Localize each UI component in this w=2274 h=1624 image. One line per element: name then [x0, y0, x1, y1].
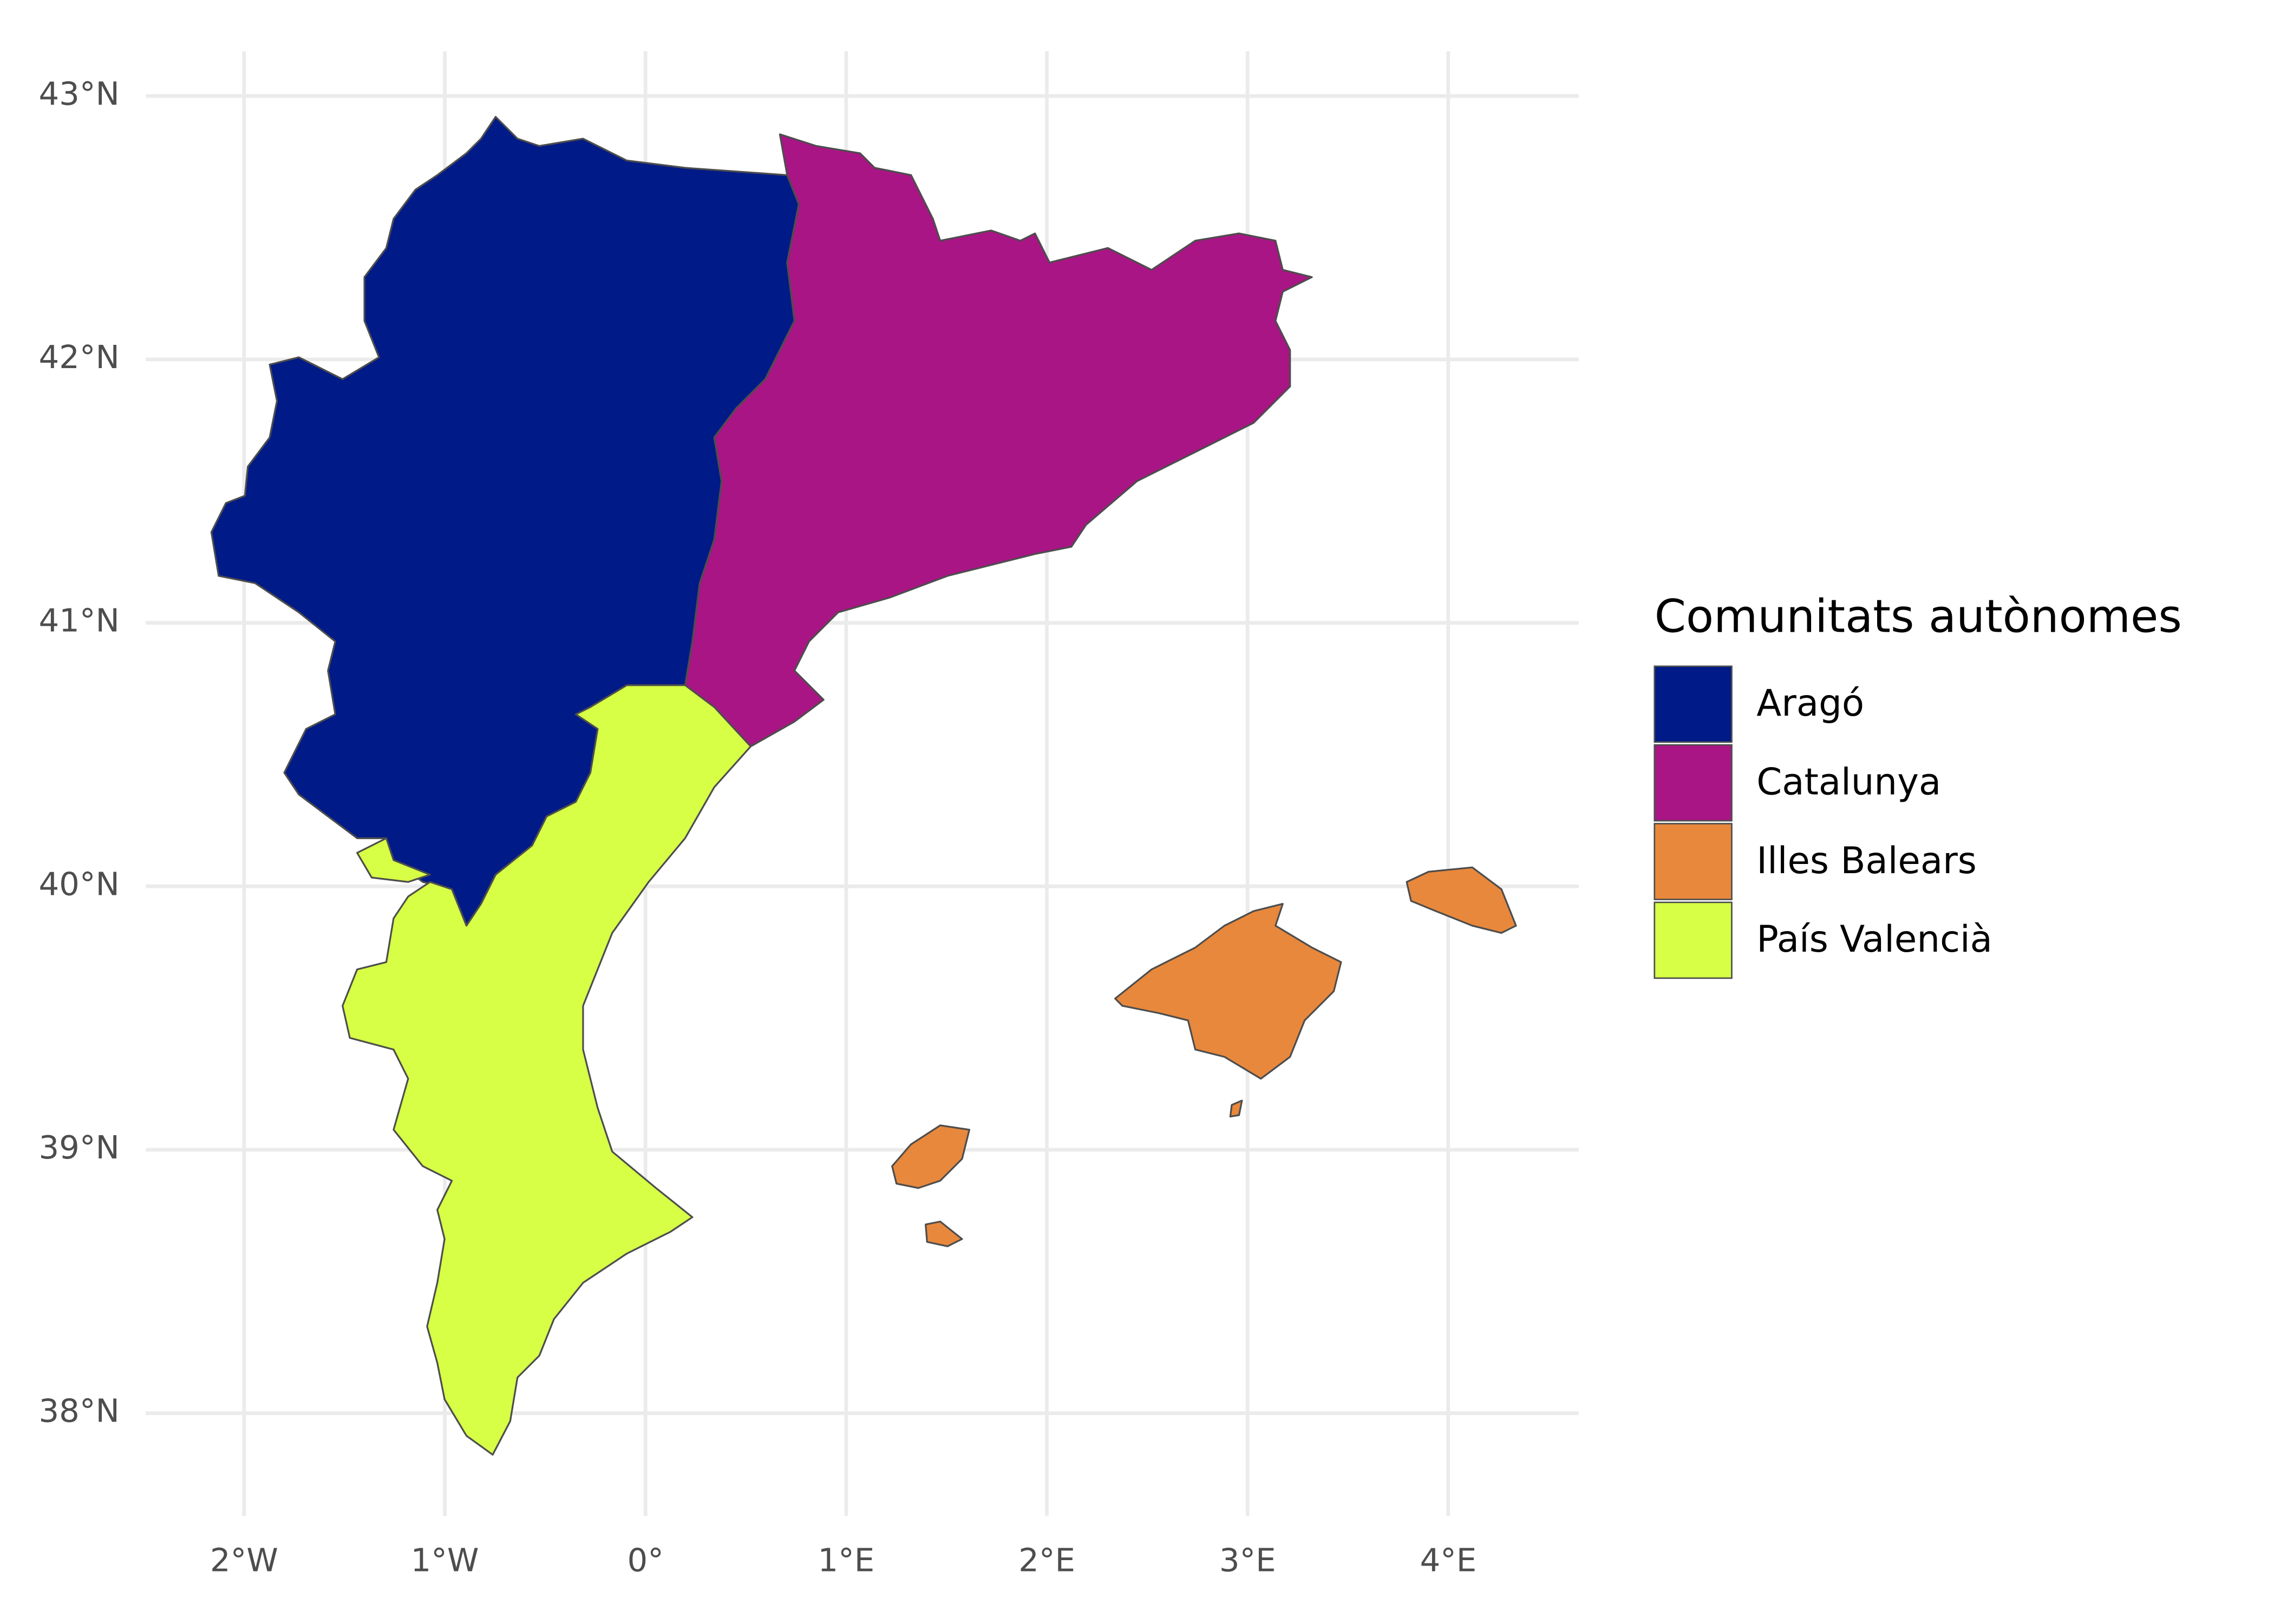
region: [210, 116, 800, 927]
region: [1229, 1099, 1243, 1118]
y-tick-label: 42°N: [39, 338, 120, 376]
region: [342, 684, 752, 1456]
legend-label: País Valencià: [1756, 918, 1992, 960]
region: [1114, 903, 1342, 1080]
legend-key: [1654, 823, 1733, 900]
legend-key: [1654, 665, 1733, 743]
x-tick-label: 4°E: [1420, 1542, 1476, 1579]
x-tick-label: 1°E: [818, 1542, 874, 1579]
region: [1406, 866, 1517, 934]
region: [891, 1124, 970, 1189]
legend-title: Comunitats autònomes: [1655, 591, 2182, 643]
legend-label: Catalunya: [1756, 761, 1941, 803]
y-tick-label: 43°N: [39, 75, 120, 112]
legend-label: Aragó: [1756, 682, 1864, 724]
x-tick-label: 2°W: [210, 1542, 278, 1579]
region: [684, 133, 1313, 748]
region: [925, 1220, 963, 1247]
y-tick-label: 41°N: [39, 602, 120, 639]
x-tick-label: 2°E: [1018, 1542, 1075, 1579]
x-tick-label: 0°: [628, 1542, 664, 1579]
y-tick-label: 38°N: [39, 1392, 120, 1430]
regions: [210, 116, 1517, 1456]
y-tick-label: 39°N: [39, 1129, 120, 1166]
legend-label: Illes Balears: [1756, 840, 1977, 882]
x-tick-label: 1°W: [411, 1542, 479, 1579]
legend-key: [1654, 901, 1733, 979]
y-tick-label: 40°N: [39, 865, 120, 902]
region: [356, 837, 431, 883]
x-tick-label: 3°E: [1219, 1542, 1276, 1579]
legend-key: [1654, 744, 1733, 822]
